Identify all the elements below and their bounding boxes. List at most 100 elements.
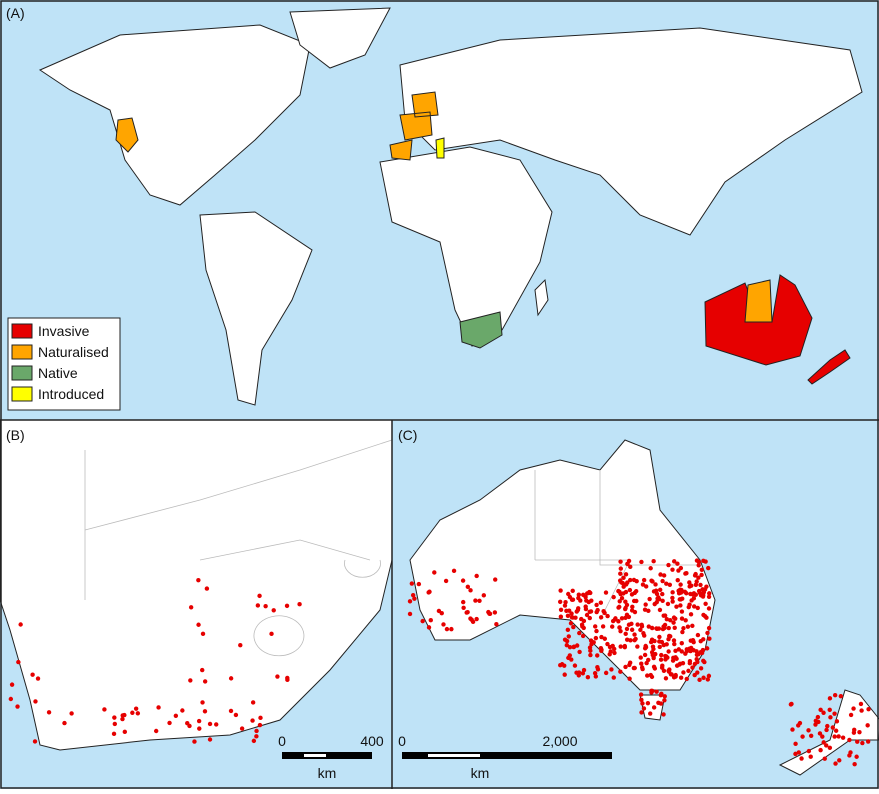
occurrence — [612, 617, 618, 622]
occurrence — [659, 652, 664, 658]
occurrence — [618, 669, 623, 674]
occurrence — [9, 682, 15, 687]
occurrence — [595, 667, 601, 672]
occurrence — [487, 611, 493, 617]
occurrence — [654, 591, 660, 597]
occurrence — [588, 652, 593, 658]
occurrence — [257, 593, 262, 599]
occurrence — [584, 612, 590, 618]
occurrence — [666, 649, 671, 654]
occurrence — [670, 567, 675, 572]
occurrence — [688, 612, 694, 617]
occurrence — [623, 572, 629, 577]
occurrence — [631, 598, 637, 604]
occurrence — [800, 734, 805, 739]
occurrence — [575, 607, 581, 613]
occurrence — [838, 693, 844, 699]
occurrence — [576, 670, 582, 675]
occurrence — [645, 673, 650, 678]
occurrence — [698, 582, 703, 588]
occurrence — [652, 638, 657, 644]
occurrence — [569, 611, 574, 616]
occurrence — [695, 632, 701, 638]
occurrence — [678, 603, 683, 608]
scale-label: 2,000 — [542, 733, 577, 749]
occurrence — [566, 655, 571, 661]
occurrence — [673, 655, 678, 660]
occurrence — [657, 634, 662, 640]
occurrence — [607, 644, 613, 650]
occurrence — [263, 603, 268, 609]
occurrence — [662, 625, 667, 631]
occurrence — [643, 644, 648, 650]
occurrence — [563, 600, 568, 605]
occurrence — [200, 700, 205, 705]
occurrence — [840, 735, 846, 740]
occurrence — [618, 571, 623, 576]
occurrence — [630, 604, 635, 610]
occurrence — [473, 598, 478, 603]
occurrence — [706, 625, 712, 631]
occurrence — [594, 628, 599, 634]
occurrence — [851, 706, 856, 711]
occurrence — [571, 624, 576, 630]
occurrence — [567, 594, 573, 600]
occurrence — [687, 580, 692, 585]
occurrence — [112, 715, 117, 720]
occurrence — [837, 758, 842, 763]
occurrence — [671, 559, 677, 564]
occurrence — [202, 709, 208, 714]
occurrence — [624, 612, 630, 618]
occurrence — [670, 599, 675, 604]
occurrence — [675, 577, 680, 583]
occurrence — [830, 725, 836, 730]
occurrence — [664, 581, 669, 586]
occurrence — [167, 720, 172, 726]
occurrence — [621, 591, 626, 596]
occurrence — [587, 645, 593, 650]
occurrence — [632, 609, 638, 615]
occurrence — [623, 631, 628, 637]
occurrence — [855, 739, 860, 744]
occurrence — [691, 648, 696, 653]
occurrence — [639, 661, 644, 666]
occurrence — [641, 631, 646, 636]
occurrence — [828, 715, 833, 720]
occurrence — [577, 630, 582, 636]
occurrence — [848, 750, 853, 755]
occurrence — [693, 571, 698, 577]
scale-unit: km — [318, 765, 337, 781]
occurrence — [695, 670, 700, 675]
occurrence — [629, 592, 635, 597]
occurrence — [652, 601, 657, 607]
occurrence — [250, 700, 256, 705]
occurrence — [623, 664, 628, 670]
occurrence — [671, 620, 676, 625]
occurrence — [461, 605, 466, 610]
occurrence — [599, 647, 604, 652]
occurrence — [180, 708, 185, 713]
occurrence — [648, 711, 653, 716]
occurrence — [681, 626, 686, 631]
occurrence — [407, 611, 413, 617]
occurrence — [679, 616, 685, 621]
occurrence — [566, 634, 571, 639]
occurrence — [584, 598, 589, 603]
scale-segment — [402, 752, 612, 759]
occurrence — [618, 644, 623, 649]
occurrence — [698, 638, 703, 644]
occurrence — [847, 737, 852, 743]
occurrence — [618, 566, 624, 571]
occurrence — [696, 559, 702, 565]
occurrence — [441, 622, 446, 627]
occurrence — [645, 700, 651, 706]
occurrence — [662, 613, 668, 618]
occurrence — [620, 580, 625, 586]
occurrence — [684, 571, 689, 576]
occurrence — [696, 563, 701, 568]
occurrence — [153, 728, 159, 734]
occurrence — [664, 616, 670, 622]
occurrence — [258, 715, 263, 721]
occurrence — [832, 711, 837, 716]
occurrence — [827, 745, 833, 750]
